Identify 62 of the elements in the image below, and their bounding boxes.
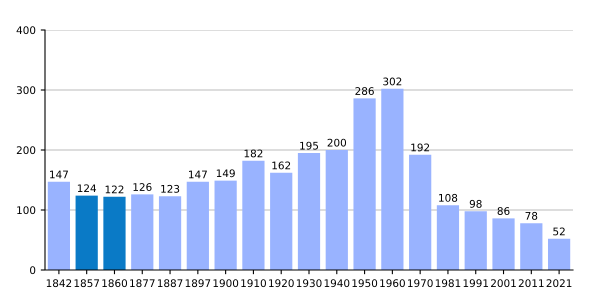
bar [270,172,292,270]
bar [48,182,70,270]
x-tick-label: 2021 [546,279,572,288]
x-tick-label: 1960 [380,279,405,288]
bar [492,218,515,270]
x-tick-label: 1842 [46,279,72,288]
bar [103,196,126,270]
data-label: 286 [355,87,374,95]
data-label: 200 [328,138,346,147]
x-tick-label: 1991 [464,279,488,288]
bar [353,98,376,270]
data-label: 149 [216,169,235,178]
data-label: 98 [470,200,482,208]
x-tick-label: 1920 [269,279,294,288]
x-tick-label: 1877 [130,279,155,288]
y-tick-label: 0 [30,266,36,274]
bar [436,205,460,270]
x-tick-label: 1857 [74,279,100,288]
bar [326,150,348,270]
bar [520,223,542,270]
x-tick-label: 2001 [491,279,516,288]
data-label: 182 [244,150,262,158]
bar [464,211,487,270]
y-tick-label: 300 [16,86,36,94]
bar [298,153,320,270]
data-label: 192 [411,144,430,152]
data-label: 147 [50,170,68,178]
data-label: 162 [272,162,290,170]
x-tick-label: 1940 [324,279,350,288]
bar [214,180,237,270]
bar [131,194,154,270]
data-label: 122 [106,186,124,194]
x-tick-label: 1970 [408,279,433,288]
x-tick-label: 1910 [241,279,266,288]
data-label: 52 [553,228,565,236]
x-tick-label: 1860 [102,279,128,288]
bar [158,196,182,270]
bar [548,238,570,270]
data-label: 124 [78,184,96,192]
data-label: 123 [161,184,180,193]
bar [242,160,265,270]
bar [76,196,98,270]
data-label: 108 [439,194,458,202]
x-tick-label: 1950 [352,279,378,288]
x-tick-label: 1930 [296,279,322,288]
bar [409,154,432,270]
bar [381,88,404,270]
data-label: 147 [189,170,207,178]
x-tick-label: 1981 [436,279,460,288]
x-tick-label: 1887 [158,279,182,288]
data-label: 126 [133,183,152,191]
bar [186,182,209,270]
x-tick-label: 2011 [518,279,544,288]
x-tick-label: 1897 [186,279,210,288]
y-tick-label: 200 [16,146,36,154]
data-label: 302 [383,78,402,86]
x-tick-label: 1900 [214,279,238,288]
y-tick-label: 100 [17,206,36,214]
data-label: 78 [526,212,538,220]
data-label: 195 [300,142,318,150]
data-label: 86 [498,207,510,215]
y-tick-label: 400 [16,26,36,34]
